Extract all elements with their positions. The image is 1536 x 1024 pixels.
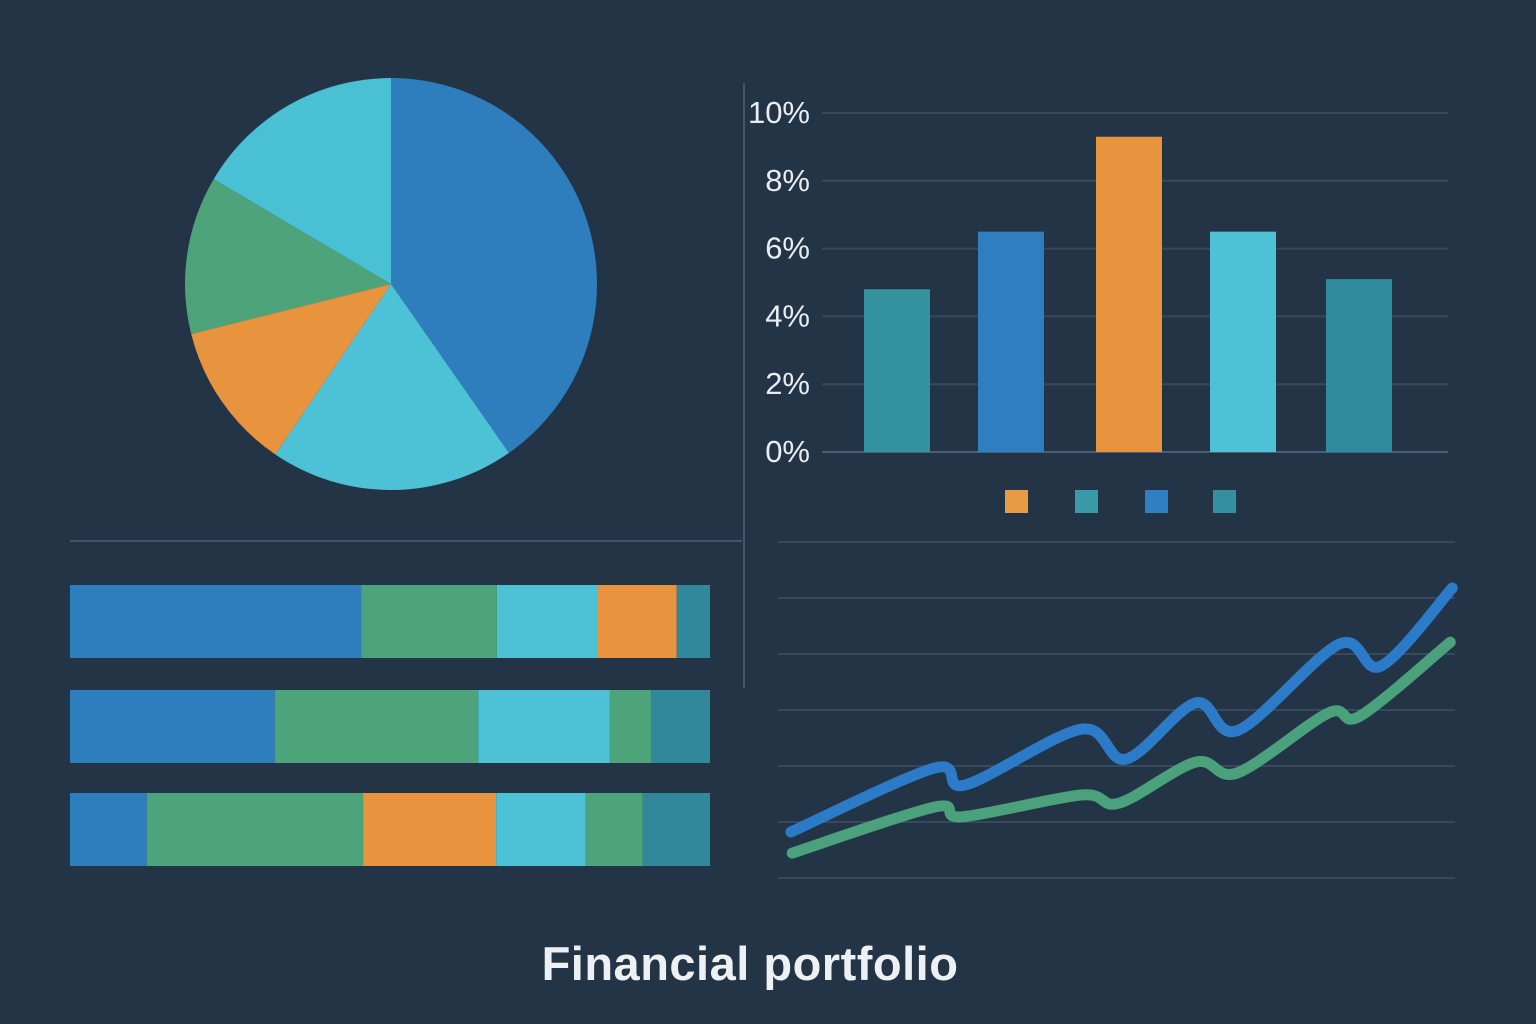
y-axis-tick-label: 6% <box>765 231 810 266</box>
stacked-bar-segment <box>70 690 275 763</box>
legend-swatch <box>1075 490 1098 513</box>
bar <box>1326 279 1392 452</box>
stacked-bar-segment <box>70 585 362 658</box>
stacked-bar-segment <box>609 690 652 763</box>
y-axis-tick-label: 8% <box>765 163 810 198</box>
legend-swatch <box>1145 490 1168 513</box>
bar <box>978 231 1044 452</box>
dashboard-title: Financial portfolio <box>541 937 959 990</box>
stacked-bar-segment <box>274 690 479 763</box>
line-series <box>785 582 1458 838</box>
stacked-bar-segment <box>496 585 598 658</box>
stacked-bar-chart <box>70 585 710 866</box>
stacked-bar-segment <box>478 690 610 763</box>
stacked-bar-segment <box>146 793 364 866</box>
stacked-bar-segment <box>598 585 677 658</box>
y-axis-tick-label: 2% <box>765 366 810 401</box>
y-axis-tick-label: 10% <box>748 95 810 130</box>
bar-chart: 0% 2% 4% 6% 8% 10% <box>743 83 1448 688</box>
pie-slice <box>275 284 509 491</box>
legend-swatch <box>1005 490 1028 513</box>
pie-slice <box>185 179 391 334</box>
line-chart <box>778 541 1458 879</box>
bar <box>864 289 930 452</box>
stacked-bar-segment <box>585 793 643 866</box>
stacked-bar-segment <box>496 793 586 866</box>
stacked-bar-segment <box>651 690 710 763</box>
pie-chart <box>185 77 597 491</box>
bar <box>1210 231 1276 452</box>
bar <box>1096 136 1162 453</box>
legend-swatch <box>1213 490 1236 513</box>
stacked-bar-segment <box>361 585 497 658</box>
pie-slice <box>391 78 597 453</box>
y-axis-tick-label: 4% <box>765 298 810 333</box>
line-series <box>786 636 1456 859</box>
stacked-bar-segment <box>676 585 710 658</box>
stacked-bar-segment <box>70 793 147 866</box>
stacked-bar-segment <box>642 793 710 866</box>
stacked-bar-segment <box>363 793 497 866</box>
pie-slice <box>213 77 391 284</box>
pie-slice <box>191 284 391 455</box>
y-axis-tick-label: 0% <box>765 434 810 469</box>
